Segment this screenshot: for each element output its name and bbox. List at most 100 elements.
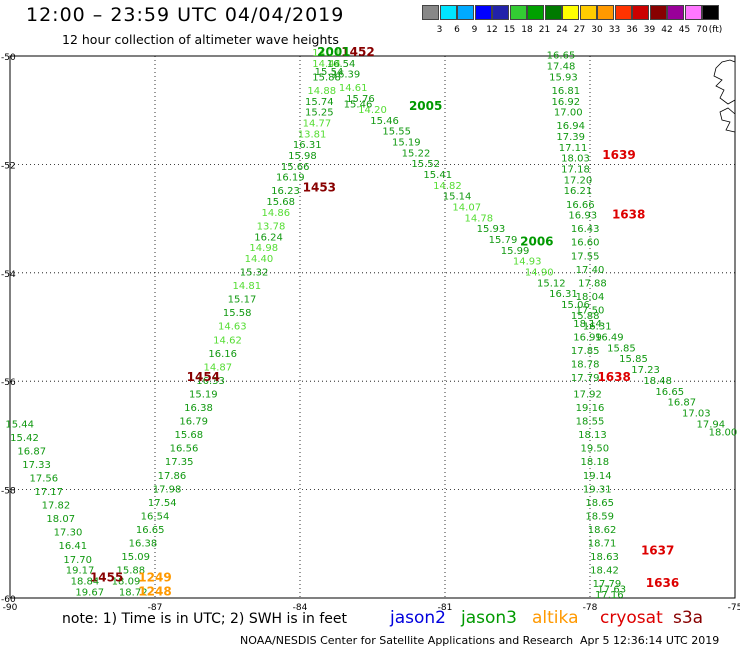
swh-value: 16.31 (293, 140, 322, 151)
swh-value: 18.78 (571, 360, 600, 371)
swh-value: 16.87 (17, 446, 46, 457)
swh-value: 17.16 (595, 590, 624, 601)
swh-value: 16.79 (179, 417, 208, 428)
swh-value: 16.56 (170, 444, 199, 455)
y-tick-label: -56 (1, 378, 16, 388)
swh-value: 14.62 (213, 335, 242, 346)
generation-timestamp: Apr 5 12:36:14 UTC 2019 (580, 634, 720, 647)
swh-value: 16.21 (564, 186, 593, 197)
x-tick-label: -90 (3, 603, 18, 613)
satellite-legend-jason3: jason3 (461, 608, 517, 628)
swh-value: 15.55 (382, 127, 411, 138)
swh-value: 17.33 (22, 460, 51, 471)
swh-value: 15.74 (305, 97, 334, 108)
satellite-legend-s3a: s3a (673, 608, 704, 628)
credit-line: NOAA/NESDIS Center for Satellite Applica… (240, 634, 574, 647)
swh-value: 17.48 (547, 62, 576, 73)
swh-value: 17.23 (631, 365, 660, 376)
pass-time-label: 1455 (90, 571, 123, 585)
swh-value: 18.72 (119, 587, 148, 598)
swh-value: 15.41 (423, 170, 452, 181)
satellite-legend-jason2: jason2 (390, 608, 446, 628)
swh-value: 17.00 (554, 108, 583, 119)
swh-value: 15.54 (315, 67, 344, 78)
legend-label: 27 (573, 25, 586, 35)
legend-swatch (649, 5, 667, 20)
satellite-legend-cryosat: cryosat (600, 608, 663, 628)
swh-value: 17.50 (576, 305, 605, 316)
swh-value: 15.58 (223, 308, 252, 319)
swh-value: 14.98 (249, 243, 278, 254)
pass-time-label: 2001 (317, 45, 350, 59)
x-tick-label: -87 (148, 603, 163, 613)
legend-swatch (474, 5, 492, 20)
pass-time-label: 1637 (641, 544, 674, 558)
legend-swatch (439, 5, 457, 20)
swh-value: 16.81 (552, 86, 581, 97)
swh-value: 15.79 (489, 235, 518, 246)
pass-time-label: 1636 (646, 576, 679, 590)
swh-value: 16.54 (327, 59, 356, 70)
swh-value: 14.88 (307, 86, 336, 97)
legend-swatch (457, 5, 474, 20)
swh-value: 14.61 (339, 83, 368, 94)
swh-value: 17.92 (573, 389, 602, 400)
swh-value: 18.18 (581, 457, 610, 468)
swh-value: 18.62 (588, 525, 617, 536)
swh-value: 15.06 (561, 300, 590, 311)
swh-value: 16.31 (549, 289, 578, 300)
swh-value: 15.88 (571, 311, 600, 322)
legend-label: 9 (471, 25, 478, 35)
chart-subtitle: 12 hour collection of altimeter wave hei… (62, 32, 339, 47)
swh-value: 17.20 (564, 175, 593, 186)
legend-label: 6 (454, 25, 460, 35)
swh-value: 15.98 (288, 151, 317, 162)
swh-value: 17.94 (697, 419, 726, 430)
swh-value: 18.63 (590, 552, 619, 563)
swh-value: 15.44 (5, 419, 34, 430)
x-tick-label: -78 (583, 603, 598, 613)
swh-value: 17.18 (561, 165, 590, 176)
swh-value: 14.77 (303, 118, 332, 129)
swh-value: 14.87 (204, 362, 233, 373)
y-tick-label: -50 (1, 53, 16, 63)
swh-value: 14.82 (433, 181, 462, 192)
swh-value: 14.07 (452, 202, 481, 213)
legend-swatch (422, 5, 439, 20)
swh-value: 16.99 (573, 333, 602, 344)
swh-value: 17.39 (556, 132, 585, 143)
swh-value: 15.19 (189, 389, 218, 400)
legend-swatch (562, 5, 579, 20)
swh-value: 15.42 (10, 433, 39, 444)
swh-value: 18.00 (709, 427, 738, 438)
swh-value: 19.31 (583, 484, 612, 495)
swh-value: 15.99 (501, 246, 530, 257)
swh-value: 16.54 (141, 511, 170, 522)
swh-value: 15.66 (281, 162, 310, 173)
pass-time-label: 1249 (138, 571, 171, 585)
legend-label: 30 (591, 25, 603, 35)
y-tick-label: -60 (1, 595, 16, 605)
pass-time-label: 2006 (520, 235, 553, 249)
swh-value: 16.43 (571, 224, 600, 235)
legend-label: 36 (626, 25, 638, 35)
swh-value: 15.14 (443, 192, 472, 203)
swh-value: 17.35 (165, 457, 194, 468)
swh-value: 16.93 (568, 211, 597, 222)
swh-value: 16.65 (655, 387, 684, 398)
swh-value: 17.82 (42, 501, 71, 512)
swh-value: 19.17 (66, 566, 95, 577)
pass-time-label: 1453 (303, 181, 336, 195)
swh-value: 16.31 (583, 322, 612, 333)
swh-value: 14.20 (358, 105, 387, 116)
swh-value: 15.88 (117, 566, 146, 577)
legend-swatch (614, 5, 632, 20)
legend-swatch (684, 5, 702, 20)
legend-label: 45 (678, 25, 691, 35)
legend-label: 70 (696, 25, 708, 35)
legend-label: 33 (608, 25, 621, 35)
swh-value: 16.41 (59, 541, 88, 552)
legend-label: 18 (521, 25, 533, 35)
legend-label: 24 (556, 25, 568, 35)
swh-value: 15.52 (411, 159, 440, 170)
